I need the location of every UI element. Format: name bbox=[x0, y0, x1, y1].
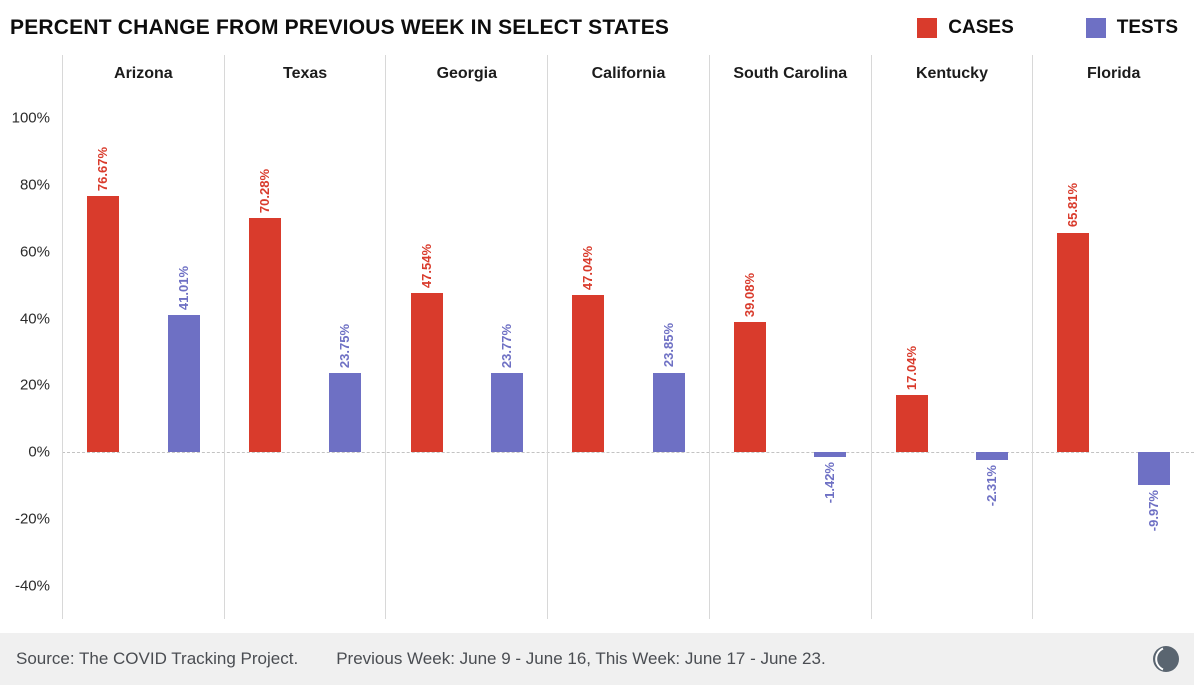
tests-value-label: 23.77% bbox=[498, 323, 514, 368]
state-label: Arizona bbox=[114, 65, 173, 82]
y-axis-tick: -40% bbox=[14, 577, 50, 595]
cases-bar bbox=[1057, 232, 1090, 453]
tests-value-label: 23.75% bbox=[337, 323, 353, 368]
cases-value-label: 76.67% bbox=[95, 147, 111, 192]
tests-value-label: -2.31% bbox=[984, 464, 1000, 507]
legend-label-cases: CASES bbox=[948, 16, 1014, 38]
state-panel-kentucky: Kentucky 17.04% -2.31% bbox=[870, 55, 1033, 619]
legend: CASES TESTS bbox=[917, 17, 1178, 39]
cases-bar bbox=[248, 217, 281, 453]
cases-bar bbox=[895, 395, 928, 453]
tests-bar bbox=[976, 452, 1009, 460]
state-label: Kentucky bbox=[915, 65, 988, 82]
state-label: Florida bbox=[1087, 65, 1141, 82]
tests-bar bbox=[490, 372, 523, 453]
covid-tracking-project-logo-icon bbox=[1153, 646, 1179, 672]
chart-header: PERCENT CHANGE FROM PREVIOUS WEEK IN SEL… bbox=[0, 0, 1194, 55]
legend-item-cases: CASES bbox=[917, 16, 1014, 39]
state-panel-texas: Texas 70.28% 23.75% bbox=[223, 55, 386, 619]
cases-bar bbox=[572, 295, 605, 453]
cases-bar bbox=[87, 196, 120, 453]
tests-bar bbox=[329, 372, 362, 453]
state-panel-arizona: Arizona 76.67% 41.01% bbox=[62, 55, 224, 619]
cases-value-label: 47.54% bbox=[418, 244, 434, 289]
y-axis-tick: 40% bbox=[19, 310, 50, 328]
y-axis-tick: 80% bbox=[19, 176, 50, 194]
y-axis-tick: 0% bbox=[28, 443, 50, 461]
tests-value-label: -9.97% bbox=[1145, 490, 1161, 532]
y-axis: 100% 80% 60% 40% 20% 0% -20% -40% bbox=[0, 55, 58, 619]
cases-value-label: 39.08% bbox=[742, 272, 758, 317]
tests-bar bbox=[1137, 452, 1170, 486]
tests-bar bbox=[652, 372, 685, 453]
state-label: Texas bbox=[282, 65, 328, 82]
cases-swatch-icon bbox=[917, 17, 938, 38]
period-text: Previous Week: June 9 - June 16, This We… bbox=[336, 649, 826, 668]
y-axis-tick: 20% bbox=[19, 376, 50, 394]
cases-bar bbox=[410, 293, 443, 453]
legend-label-tests: TESTS bbox=[1116, 16, 1178, 38]
state-label: Georgia bbox=[436, 65, 498, 82]
state-panel-georgia: Georgia 47.54% 23.77% bbox=[385, 55, 547, 619]
cases-value-label: 17.04% bbox=[903, 346, 919, 391]
y-axis-tick: -20% bbox=[14, 510, 50, 528]
cases-value-label: 47.04% bbox=[580, 246, 596, 291]
state-panel-florida: Florida 65.81% -9.97% bbox=[1032, 55, 1194, 619]
state-panel-south-carolina: South Carolina 39.08% -1.42% bbox=[708, 55, 871, 619]
state-panels: Arizona 76.67% 41.01% Texas 70.28% 23.75% Geor… bbox=[62, 55, 1194, 619]
cases-value-label: 65.81% bbox=[1065, 183, 1081, 228]
tests-swatch-icon bbox=[1085, 17, 1106, 38]
legend-item-tests: TESTS bbox=[1085, 16, 1178, 39]
bar-chart: 100% 80% 60% 40% 20% 0% -20% -40% Arizona 76.67%… bbox=[0, 55, 1194, 633]
cases-value-label: 70.28% bbox=[256, 168, 272, 213]
zero-gridline bbox=[62, 452, 1194, 454]
tests-bar bbox=[814, 452, 847, 457]
cases-bar bbox=[734, 321, 767, 453]
tests-value-label: 23.85% bbox=[660, 323, 676, 368]
source-text: Source: The COVID Tracking Project. bbox=[16, 649, 299, 668]
tests-bar bbox=[167, 315, 200, 453]
footer: Source: The COVID Tracking Project. Prev… bbox=[0, 633, 1194, 685]
state-panel-california: California 47.04% 23.85% bbox=[547, 55, 709, 619]
page-title: PERCENT CHANGE FROM PREVIOUS WEEK IN SEL… bbox=[10, 15, 670, 39]
y-axis-tick: 60% bbox=[19, 243, 50, 261]
state-label: South Carolina bbox=[733, 65, 848, 82]
y-axis-tick: 100% bbox=[11, 109, 50, 127]
tests-value-label: -1.42% bbox=[822, 461, 838, 504]
state-label: California bbox=[591, 65, 666, 82]
tests-value-label: 41.01% bbox=[175, 266, 191, 311]
